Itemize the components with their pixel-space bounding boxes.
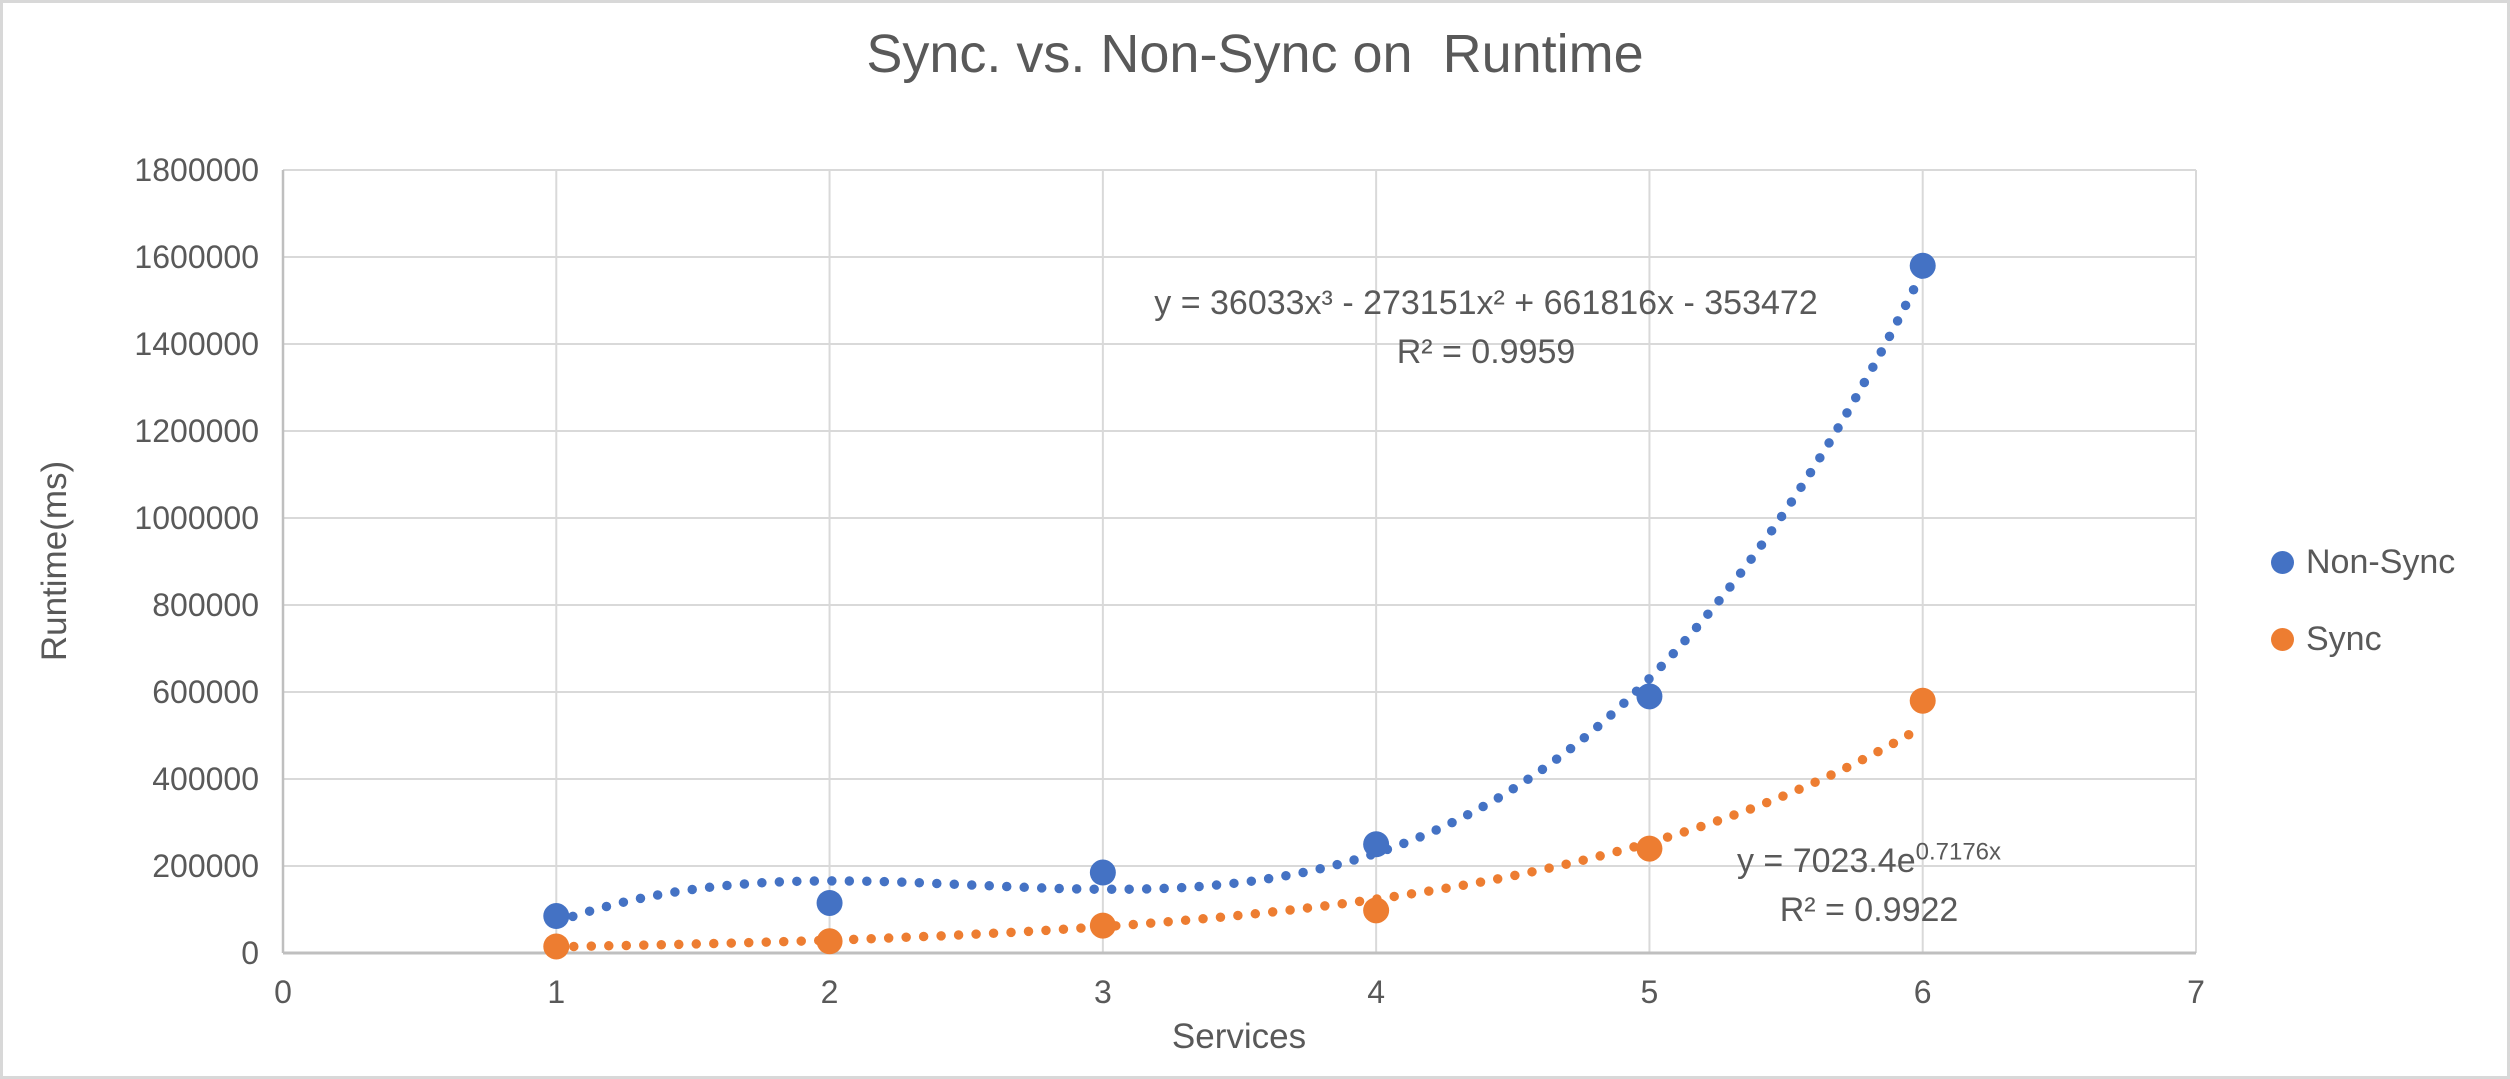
trendline-equation-sync-exponent: 0.7176x	[1915, 838, 2002, 866]
data-point-non-sync	[1636, 683, 1663, 710]
data-point-sync	[1363, 897, 1390, 924]
data-point-sync	[816, 928, 843, 955]
data-point-non-sync	[1909, 252, 1936, 279]
y-axis-tick-label: 1200000	[134, 413, 259, 449]
y-axis-tick-label: 800000	[152, 587, 259, 623]
data-point-sync	[1909, 687, 1936, 714]
x-axis-tick-label: 6	[1913, 974, 1932, 1010]
y-axis-tick-label: 0	[241, 935, 259, 971]
data-point-sync	[543, 933, 570, 960]
x-axis-tick-label: 1	[547, 974, 566, 1010]
y-axis-tick-label: 1000000	[134, 500, 259, 536]
x-axis-title: Services	[1171, 1017, 1307, 1056]
trendline-equation-sync-r2: R² = 0.9922	[1779, 891, 1959, 929]
legend-label-sync: Sync	[2306, 619, 2382, 658]
legend-label-non-sync: Non-Sync	[2306, 542, 2456, 581]
legend-marker-sync-icon	[2271, 627, 2294, 651]
x-axis-tick-label: 7	[2187, 974, 2205, 1010]
trendline-equation-non-sync-r2: R² = 0.9959	[1396, 333, 1576, 371]
y-axis-tick-label: 1600000	[134, 239, 259, 275]
data-point-sync	[1636, 835, 1663, 862]
x-axis-tick-label: 2	[820, 974, 839, 1010]
trendline-equation-sync: y = 7023.4e0.7176x R² = 0.9922	[1569, 837, 2169, 935]
x-axis-tick-label: 0	[274, 974, 292, 1010]
data-point-non-sync	[816, 889, 843, 916]
legend-marker-non-sync-icon	[2271, 550, 2294, 574]
y-axis-tick-label: 200000	[152, 848, 259, 884]
legend-item-sync: Sync	[2271, 618, 2455, 660]
x-axis-tick-label: 3	[1093, 974, 1112, 1010]
trendline-sync	[551, 721, 1928, 952]
x-axis-tick-label: 4	[1367, 974, 1386, 1010]
y-axis-tick-label: 1400000	[134, 326, 259, 362]
legend-item-non-sync: Non-Sync	[2271, 541, 2455, 583]
trendline-equation-sync-base: y = 7023.4e	[1736, 842, 1916, 880]
y-axis-tick-label: 1800000	[134, 152, 259, 188]
data-point-non-sync	[1363, 831, 1390, 858]
data-point-sync	[1089, 912, 1116, 939]
plot-area	[281, 169, 2197, 960]
trendline-non-sync	[551, 266, 1928, 927]
x-axis-tick-label: 5	[1640, 974, 1659, 1010]
chart-legend: Non-Sync Sync	[2271, 541, 2455, 695]
trendline-equation-non-sync: y = 36033x³ - 273151x² + 661816x - 35347…	[1066, 279, 1906, 377]
data-point-non-sync	[543, 903, 570, 930]
y-axis-tick-label: 600000	[152, 674, 259, 710]
y-axis-title-text: Runtime(ms)	[35, 460, 74, 662]
chart-title: Sync. vs. Non-Sync on Runtime	[866, 24, 1644, 84]
y-axis-tick-label: 400000	[152, 761, 259, 797]
trendline-equation-non-sync-formula: y = 36033x³ - 273151x² + 661816x - 35347…	[1154, 284, 1818, 322]
trendline-equation-sync-formula: y = 7023.4e0.7176x	[1569, 837, 2169, 886]
data-point-non-sync	[1089, 859, 1116, 886]
